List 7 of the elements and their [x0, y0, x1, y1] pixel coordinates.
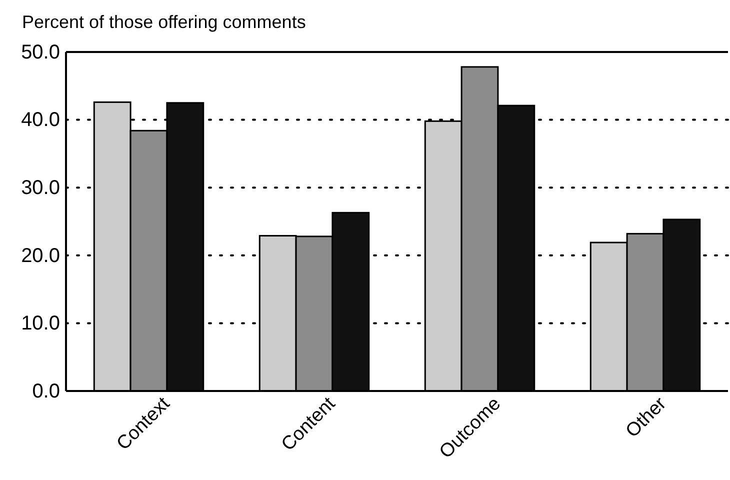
y-tick-label: 0.0 [32, 380, 60, 402]
y-tick-label: 10.0 [21, 312, 60, 335]
y-axis-title: Percent of those offering comments [22, 12, 306, 32]
y-tick-label: 20.0 [21, 244, 60, 267]
y-tick-label: 30.0 [21, 177, 60, 199]
y-tick-label: 40.0 [21, 109, 60, 132]
y-tick-label: 50.0 [21, 41, 60, 64]
